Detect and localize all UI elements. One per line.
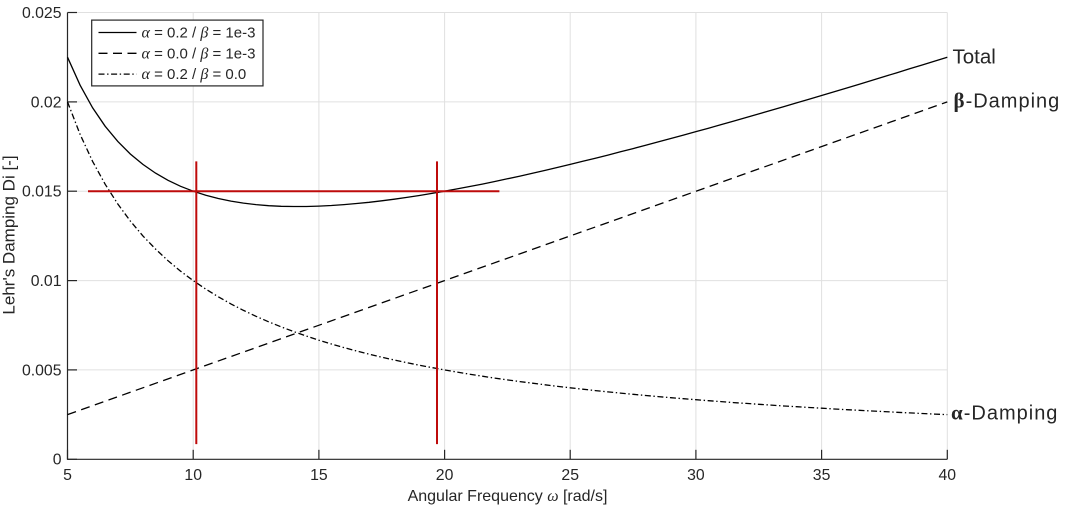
svg-text:0.005: 0.005 [22, 362, 62, 379]
svg-text:β-Damping: β-Damping [954, 89, 1061, 113]
svg-text:40: 40 [939, 467, 957, 484]
svg-text:0.015: 0.015 [22, 184, 62, 201]
svg-text:α-Damping: α-Damping [951, 401, 1058, 425]
svg-text:Lehr's Damping Di [-]: Lehr's Damping Di [-] [0, 155, 19, 314]
svg-text:5: 5 [63, 467, 72, 484]
svg-text:25: 25 [561, 467, 579, 484]
svg-text:α = 0.2 / β = 1e-3: α = 0.2 / β = 1e-3 [142, 25, 256, 42]
svg-text:0: 0 [53, 452, 62, 469]
svg-text:α = 0.0 / β = 1e-3: α = 0.0 / β = 1e-3 [142, 45, 256, 62]
svg-text:10: 10 [184, 467, 202, 484]
svg-text:20: 20 [436, 467, 454, 484]
svg-text:Total: Total [953, 45, 996, 68]
svg-text:30: 30 [687, 467, 705, 484]
svg-text:0.02: 0.02 [31, 94, 62, 111]
svg-text:0.01: 0.01 [31, 273, 62, 290]
svg-text:0.025: 0.025 [22, 5, 62, 22]
svg-text:α = 0.2 / β = 0.0: α = 0.2 / β = 0.0 [142, 66, 247, 83]
svg-text:15: 15 [310, 467, 328, 484]
svg-text:35: 35 [813, 467, 831, 484]
svg-text:Angular Frequency ω [rad/s]: Angular Frequency ω [rad/s] [408, 488, 608, 505]
